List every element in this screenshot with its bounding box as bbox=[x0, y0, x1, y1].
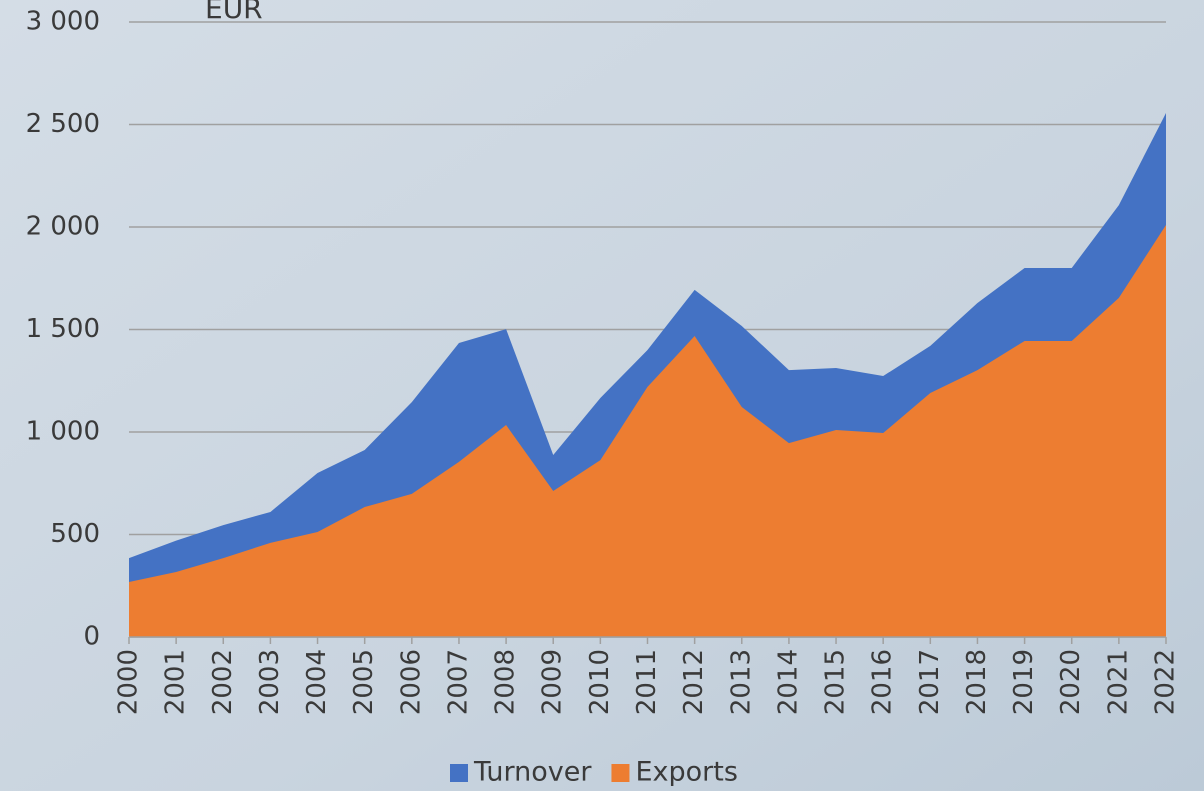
y-tick-label: 1 500 bbox=[26, 314, 100, 344]
x-tick-label: 2006 bbox=[396, 649, 426, 715]
x-tick-label: 2008 bbox=[491, 649, 521, 715]
x-tick-label: 2020 bbox=[1056, 649, 1086, 715]
x-tick-label: 2014 bbox=[773, 649, 803, 715]
x-tick-label: 2004 bbox=[302, 649, 332, 715]
y-tick-label: 0 bbox=[83, 622, 100, 652]
area bbox=[129, 224, 1166, 637]
x-tick-label: 2010 bbox=[585, 649, 615, 715]
x-tick-label: 2017 bbox=[915, 649, 945, 715]
y-tick-label: 1 000 bbox=[26, 417, 100, 447]
x-tick-label: 2005 bbox=[349, 649, 379, 715]
x-tick-label: 2015 bbox=[821, 649, 851, 715]
x-tick-label: 2013 bbox=[726, 649, 756, 715]
x-tick-label: 2011 bbox=[632, 649, 662, 715]
x-tick-label: 2012 bbox=[679, 649, 709, 715]
y-tick-label: 500 bbox=[50, 519, 100, 549]
legend-swatch bbox=[450, 764, 468, 782]
y-tick-label: 2 000 bbox=[26, 212, 100, 242]
x-tick-label: 2009 bbox=[538, 649, 568, 715]
chart-title: EUR bbox=[205, 0, 263, 25]
x-tick-label: 2016 bbox=[868, 649, 898, 715]
x-tick-label: 2018 bbox=[962, 649, 992, 715]
y-tick-label: 2 500 bbox=[26, 109, 100, 139]
x-tick-label: 2001 bbox=[161, 649, 191, 715]
x-tick-label: 2022 bbox=[1151, 649, 1181, 715]
legend-swatch bbox=[611, 764, 630, 782]
x-tick-label: 2007 bbox=[443, 649, 473, 715]
x-tick-label: 2003 bbox=[255, 649, 285, 715]
y-tick-label: 3 000 bbox=[26, 7, 100, 37]
x-tick-label: 2019 bbox=[1009, 649, 1039, 715]
legend-label: Exports bbox=[635, 757, 737, 788]
x-tick-label: 2021 bbox=[1103, 649, 1133, 715]
x-tick-label: 2002 bbox=[208, 649, 238, 715]
legend-label: Turnover bbox=[473, 757, 592, 788]
x-tick-label: 2000 bbox=[114, 649, 144, 715]
